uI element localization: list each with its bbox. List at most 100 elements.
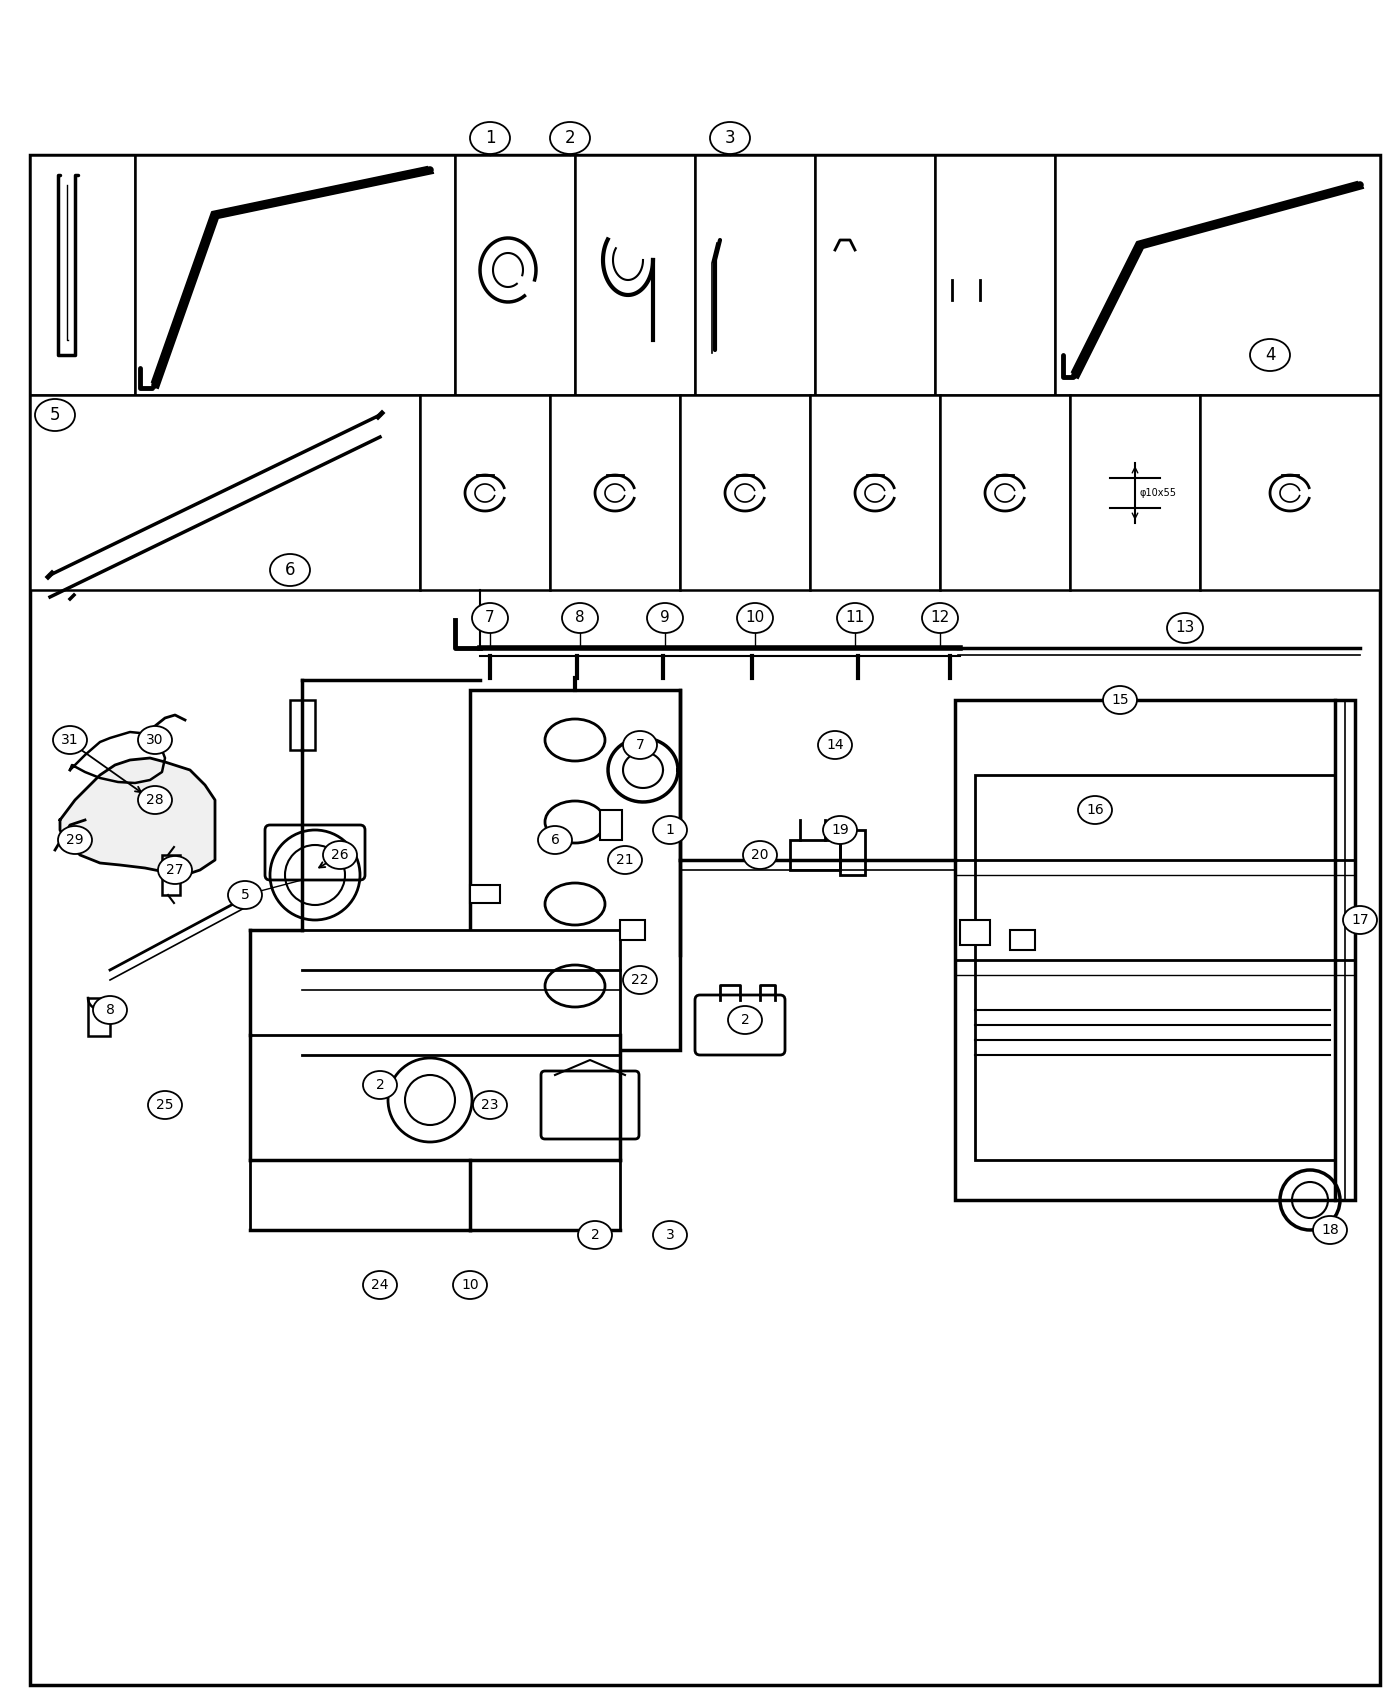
Ellipse shape — [728, 1006, 762, 1034]
Text: 27: 27 — [167, 864, 183, 877]
Polygon shape — [60, 758, 216, 876]
Ellipse shape — [1250, 338, 1289, 371]
Text: 29: 29 — [66, 833, 84, 847]
Bar — [251, 1035, 620, 1231]
Ellipse shape — [148, 1091, 182, 1119]
Text: 1: 1 — [665, 823, 675, 836]
Text: 15: 15 — [1112, 694, 1128, 707]
Ellipse shape — [1168, 614, 1203, 643]
Text: 2: 2 — [591, 1227, 599, 1243]
Bar — [251, 930, 620, 1159]
Ellipse shape — [1078, 796, 1112, 824]
Ellipse shape — [710, 122, 750, 155]
Text: 8: 8 — [575, 610, 585, 626]
Text: 8: 8 — [105, 1003, 115, 1017]
Ellipse shape — [578, 1221, 612, 1250]
Bar — [811, 394, 939, 590]
Ellipse shape — [270, 554, 309, 586]
Text: 3: 3 — [665, 1227, 675, 1243]
Ellipse shape — [57, 826, 92, 853]
Bar — [162, 855, 181, 894]
Text: 23: 23 — [482, 1098, 498, 1112]
Text: 2: 2 — [741, 1013, 749, 1027]
Ellipse shape — [652, 816, 687, 843]
Text: 24: 24 — [371, 1278, 389, 1292]
Text: φ10x55: φ10x55 — [1140, 488, 1177, 498]
Text: 31: 31 — [62, 733, 78, 746]
Ellipse shape — [228, 881, 262, 910]
Ellipse shape — [736, 604, 773, 632]
Ellipse shape — [823, 816, 857, 843]
Bar — [840, 830, 865, 876]
Bar — [1056, 155, 1380, 394]
Bar — [939, 394, 1070, 590]
Ellipse shape — [472, 604, 508, 632]
Bar — [470, 690, 680, 1051]
Ellipse shape — [363, 1071, 398, 1098]
Ellipse shape — [1103, 687, 1137, 714]
Bar — [290, 700, 315, 750]
Ellipse shape — [323, 842, 357, 869]
Text: 5: 5 — [241, 887, 249, 903]
Ellipse shape — [923, 604, 958, 632]
Ellipse shape — [1313, 1216, 1347, 1244]
Bar — [694, 155, 815, 394]
Bar — [680, 394, 811, 590]
Ellipse shape — [473, 1091, 507, 1119]
Ellipse shape — [470, 122, 510, 155]
Bar — [815, 155, 935, 394]
Bar — [575, 155, 694, 394]
Text: 2: 2 — [564, 129, 575, 146]
Bar — [955, 700, 1355, 1200]
Ellipse shape — [92, 996, 127, 1023]
Ellipse shape — [139, 785, 172, 814]
Bar — [29, 155, 134, 394]
Text: 4: 4 — [1264, 347, 1275, 364]
Ellipse shape — [608, 847, 643, 874]
Bar — [420, 394, 550, 590]
Ellipse shape — [35, 400, 76, 432]
Ellipse shape — [561, 604, 598, 632]
Ellipse shape — [1343, 906, 1378, 933]
Text: 6: 6 — [550, 833, 560, 847]
Text: 17: 17 — [1351, 913, 1369, 927]
Bar — [790, 840, 840, 870]
Text: 13: 13 — [1176, 620, 1194, 636]
Text: 2: 2 — [375, 1078, 385, 1091]
Bar — [935, 155, 1056, 394]
Text: 20: 20 — [752, 848, 769, 862]
Bar — [1009, 930, 1035, 950]
Ellipse shape — [158, 857, 192, 884]
Text: 7: 7 — [636, 738, 644, 751]
Text: 16: 16 — [1086, 802, 1103, 818]
Bar — [960, 920, 990, 945]
Ellipse shape — [538, 826, 573, 853]
Bar — [550, 394, 680, 590]
Text: 11: 11 — [846, 610, 865, 626]
Bar — [455, 155, 575, 394]
Ellipse shape — [623, 731, 657, 758]
Bar — [974, 775, 1336, 1159]
Bar — [470, 886, 500, 903]
Text: 26: 26 — [332, 848, 349, 862]
Ellipse shape — [818, 731, 853, 758]
Bar — [1200, 394, 1380, 590]
Text: 10: 10 — [745, 610, 764, 626]
Ellipse shape — [743, 842, 777, 869]
Text: 25: 25 — [157, 1098, 174, 1112]
Bar — [29, 394, 420, 590]
Text: 21: 21 — [616, 853, 634, 867]
Ellipse shape — [53, 726, 87, 755]
Bar — [620, 920, 645, 940]
Text: 6: 6 — [284, 561, 295, 580]
Text: 30: 30 — [146, 733, 164, 746]
Text: 5: 5 — [50, 406, 60, 423]
Text: 28: 28 — [146, 792, 164, 808]
Text: 12: 12 — [931, 610, 949, 626]
Text: 18: 18 — [1322, 1222, 1338, 1238]
Bar — [1070, 394, 1200, 590]
Text: 1: 1 — [484, 129, 496, 146]
Bar — [134, 155, 455, 394]
Ellipse shape — [550, 122, 589, 155]
Text: 19: 19 — [832, 823, 848, 836]
